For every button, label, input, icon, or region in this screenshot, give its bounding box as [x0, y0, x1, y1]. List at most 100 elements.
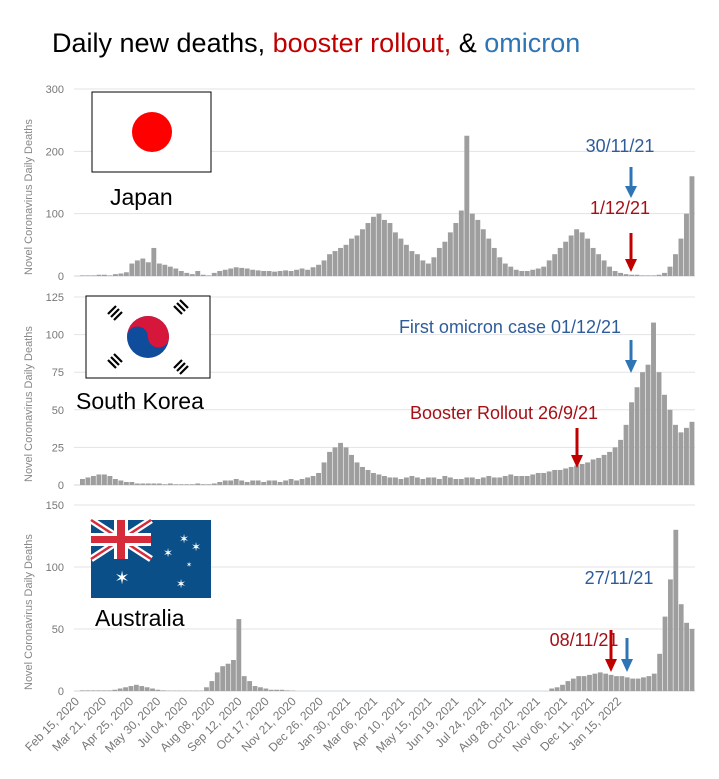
bar	[151, 247, 157, 276]
bar	[288, 478, 294, 485]
bar	[371, 216, 376, 276]
bar	[96, 274, 102, 276]
bar	[592, 673, 598, 691]
bar	[129, 263, 135, 276]
bar	[568, 466, 574, 485]
bar	[403, 244, 409, 276]
y-tick-label: 150	[46, 500, 64, 512]
bar	[299, 268, 305, 276]
bar	[623, 424, 629, 485]
bar	[557, 469, 563, 485]
bar	[634, 274, 640, 276]
bar	[206, 275, 212, 276]
australia-omicron-label: 27/11/21	[585, 568, 654, 588]
bar	[156, 483, 162, 485]
bar	[513, 475, 519, 485]
bar	[436, 478, 442, 485]
bar	[101, 274, 107, 276]
korea-booster-arrow-icon	[571, 428, 583, 468]
svg-text:✶: ✶	[163, 546, 173, 560]
bar	[486, 475, 492, 485]
bar	[305, 477, 311, 485]
bar	[349, 238, 354, 276]
bar	[623, 274, 629, 276]
bar	[502, 475, 508, 485]
bar	[645, 275, 651, 276]
bar	[151, 483, 157, 485]
bar	[90, 475, 96, 485]
bar	[283, 480, 289, 485]
bar	[118, 273, 124, 276]
bar	[458, 210, 464, 276]
svg-text:✶: ✶	[176, 577, 186, 591]
bar	[343, 244, 349, 276]
country-label-south-korea: South Korea	[76, 388, 204, 414]
bar	[277, 481, 283, 485]
bar	[618, 272, 624, 276]
y-axis-label-korea: Novel Coronavirus Daily Deaths	[23, 326, 35, 482]
bar	[597, 672, 603, 691]
bar	[233, 478, 239, 485]
bar	[272, 271, 278, 276]
bar	[640, 372, 645, 485]
bar	[640, 275, 645, 276]
bar	[123, 687, 128, 691]
bar	[144, 687, 150, 691]
bar	[112, 274, 118, 276]
bar	[480, 477, 486, 485]
bar	[261, 271, 267, 276]
bar	[524, 475, 530, 485]
bar	[382, 219, 387, 276]
bar	[641, 677, 646, 691]
bar	[294, 480, 300, 485]
chart-title: Daily new deaths, booster rollout, & omi…	[52, 28, 580, 58]
bar	[160, 690, 166, 691]
svg-text:✶: ✶	[186, 561, 192, 569]
australia-flag: ✶ ✶ ✶ ✶ ✶ ✶	[89, 517, 211, 598]
bar	[272, 480, 278, 485]
bar	[603, 673, 609, 691]
bar	[651, 673, 657, 691]
bar	[90, 275, 96, 276]
bar	[619, 676, 625, 691]
title-part-omicron: omicron	[484, 28, 580, 58]
bar	[524, 271, 530, 276]
bar	[475, 219, 481, 276]
bar	[464, 135, 470, 276]
bar	[596, 254, 602, 276]
bar	[662, 272, 667, 276]
bar	[371, 472, 376, 485]
y-axis-label-japan: Novel Coronavirus Daily Deaths	[23, 119, 35, 275]
bar	[614, 676, 619, 691]
bar	[241, 676, 247, 691]
bar	[239, 480, 245, 485]
bar	[112, 478, 118, 485]
panel-japan: 0 100 200 300	[46, 84, 695, 283]
bar	[684, 427, 689, 485]
bar	[222, 480, 228, 485]
japan-flag	[91, 91, 212, 173]
bar	[80, 478, 85, 485]
bar	[678, 238, 684, 276]
bar	[167, 483, 173, 485]
bar	[178, 484, 184, 485]
bar	[321, 260, 327, 276]
bar	[552, 254, 558, 276]
bar	[106, 690, 112, 691]
bar	[579, 463, 585, 485]
bar	[657, 653, 663, 691]
bar	[574, 465, 580, 485]
bar	[590, 459, 596, 485]
bar	[349, 454, 354, 485]
bar	[491, 247, 497, 276]
bar	[530, 474, 536, 485]
y-tick-label: 300	[46, 84, 64, 96]
y-tick-label: 0	[58, 480, 64, 492]
bar	[469, 477, 475, 485]
bar	[629, 274, 634, 276]
bar	[376, 213, 382, 276]
bar	[656, 372, 662, 485]
bar	[387, 477, 393, 485]
bar	[656, 274, 662, 276]
